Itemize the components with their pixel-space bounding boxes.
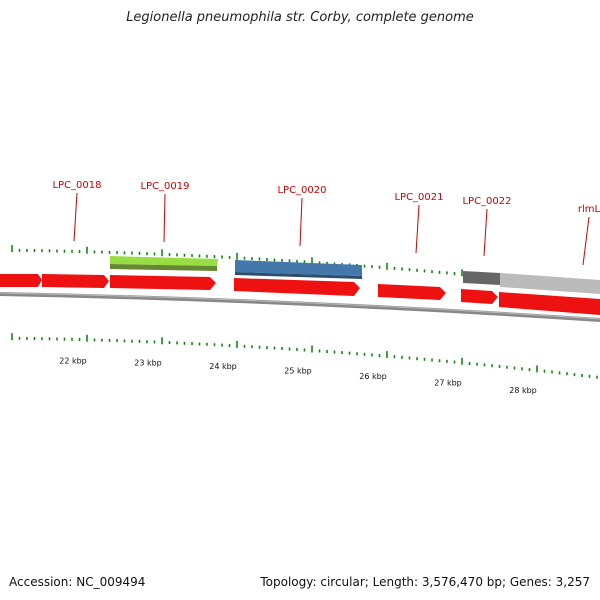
feature-lpc-0019-green-dark [110, 264, 217, 271]
gene-label-layer: LPC_0018 LPC_0019 LPC_0020 LPC_0021 LPC_0022… [52, 180, 600, 266]
cds-track [0, 274, 600, 315]
feature-rlmL-darkgray[interactable] [463, 271, 500, 285]
gene-leader-line [299, 197, 303, 247]
gene-leader-line [163, 193, 166, 243]
inner-tick-row [11, 333, 598, 379]
kbp-label: 23 kbp [134, 359, 162, 368]
kbp-label: 22 kbp [59, 356, 87, 365]
gene-leader-line [483, 208, 488, 257]
cds-arrow-lpc-0022[interactable] [461, 289, 498, 304]
gene-label[interactable]: LPC_0021 [394, 192, 443, 203]
kbp-label: 27 kbp [434, 378, 462, 387]
gene-leader-line [415, 204, 420, 254]
genome-backbone [0, 292, 600, 322]
feature-track-upper [110, 256, 600, 294]
gene-leader-line [582, 216, 590, 266]
cds-arrow-lpc-0020[interactable] [234, 278, 360, 296]
gene-label[interactable]: LPC_0020 [277, 185, 326, 196]
genome-backbone-highlight [0, 292, 600, 320]
cds-arrow-lpc-0018[interactable] [42, 274, 109, 288]
cds-arrow[interactable] [0, 274, 42, 287]
accession-text: Accession: NC_009494 [9, 575, 146, 589]
gene-label[interactable]: LPC_0019 [140, 181, 189, 192]
feature-lpc-0020-blue-dark [235, 272, 362, 279]
cds-arrow-lpc-0019[interactable] [110, 275, 216, 290]
cds-arrow-rlmL[interactable] [499, 292, 600, 315]
kbp-label: 28 kbp [509, 386, 537, 395]
kbp-label-layer: 22 kbp 23 kbp 24 kbp 25 kbp 26 kbp 27 kbp 28 k… [59, 356, 537, 395]
gene-label[interactable]: rlmL [578, 204, 600, 215]
kbp-label: 25 kbp [284, 367, 312, 376]
feature-lpc-0020-blue[interactable] [235, 260, 362, 276]
summary-text: Topology: circular; Length: 3,576,470 bp… [260, 575, 590, 589]
map-title: Legionella pneumophila str. Corby, compl… [126, 10, 474, 25]
cds-arrow-lpc-0021[interactable] [378, 284, 446, 300]
feature-lpc-0019-green[interactable] [110, 256, 218, 266]
feature-rlmL-gray[interactable] [500, 273, 600, 294]
kbp-label: 24 kbp [209, 362, 237, 371]
gene-leader-line [73, 192, 78, 242]
gene-label[interactable]: LPC_0018 [52, 180, 101, 191]
gene-label[interactable]: LPC_0022 [462, 196, 511, 207]
kbp-label: 26 kbp [359, 372, 387, 381]
